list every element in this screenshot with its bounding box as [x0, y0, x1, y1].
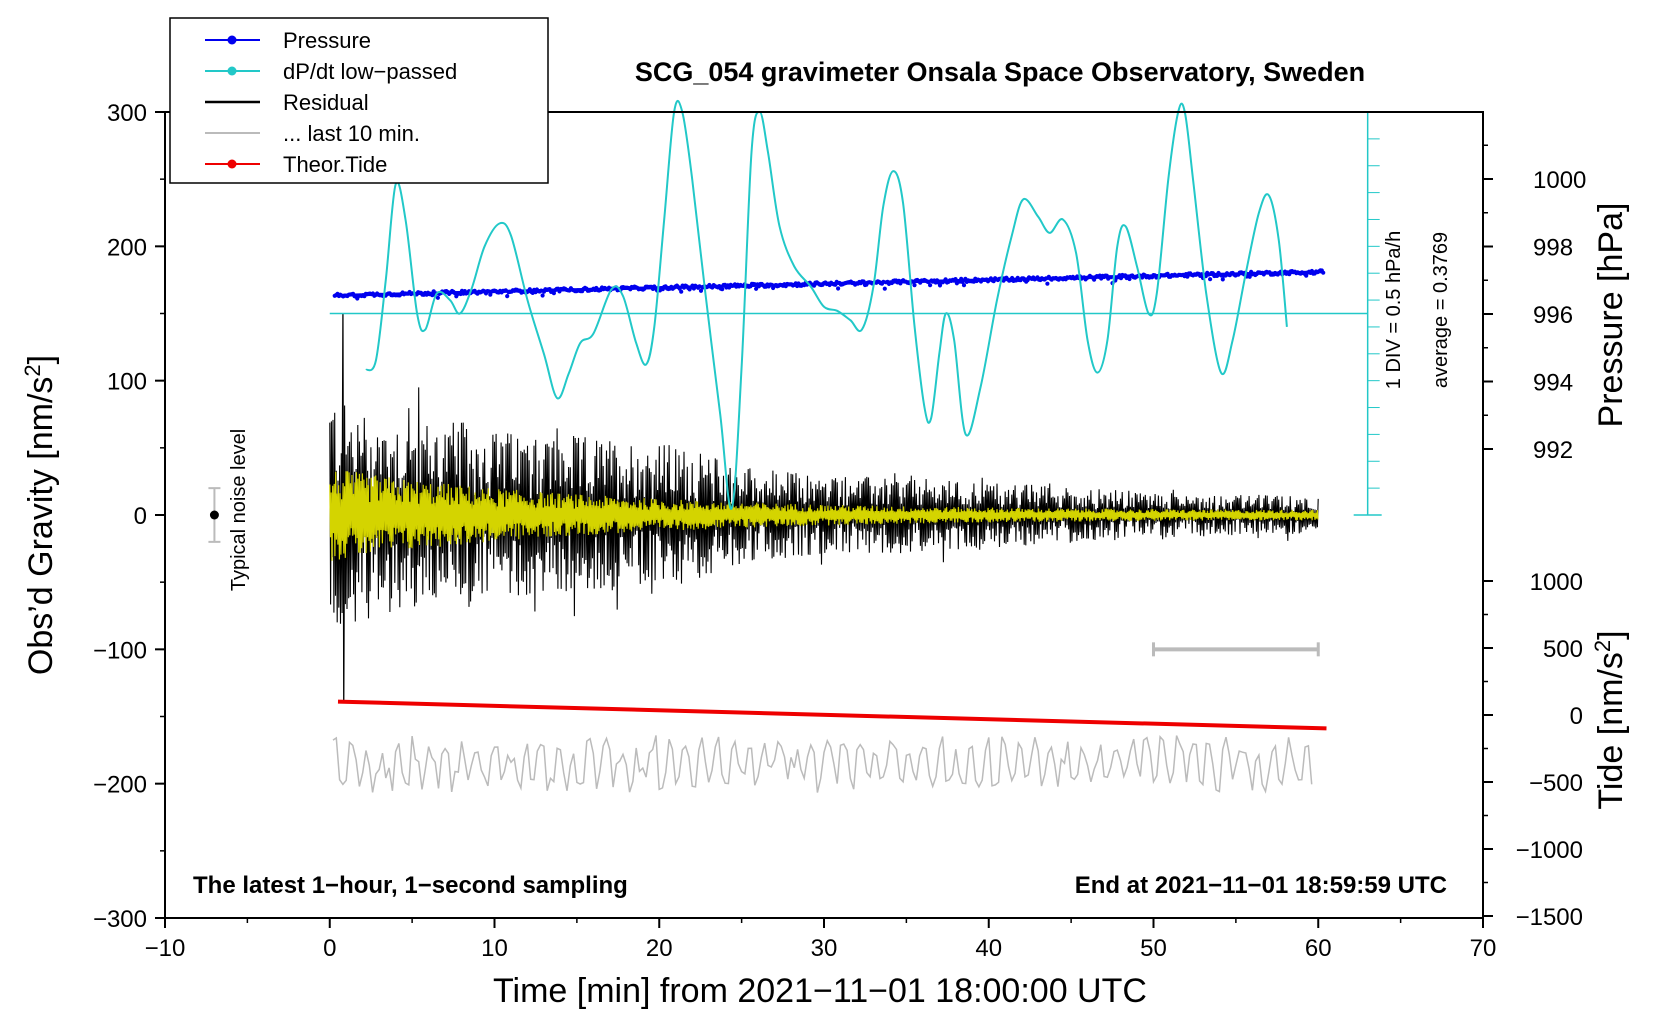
- y-tick-label: 100: [107, 369, 147, 396]
- legend-marker: [227, 66, 237, 76]
- x-tick-label: 10: [481, 935, 508, 962]
- last-10-min-series: [332, 735, 1313, 794]
- pressure-point: [754, 286, 759, 291]
- average-label: average = 0.3769: [1430, 232, 1452, 388]
- div-label: 1 DIV = 0.5 hPa/h: [1383, 231, 1405, 389]
- legend-marker: [227, 35, 237, 45]
- y-tick-label: 200: [107, 234, 147, 261]
- pressure-point: [435, 295, 440, 300]
- residual-series: [329, 387, 1319, 624]
- tide-tick-label: −1500: [1516, 904, 1583, 931]
- pressure-tick-label: 998: [1533, 235, 1573, 262]
- pressure-series: [332, 268, 1326, 301]
- note-bottom-right: End at 2021−11−01 18:59:59 UTC: [1075, 872, 1447, 899]
- pressure-point: [679, 289, 684, 294]
- legend-label: dP/dt low−passed: [283, 59, 457, 84]
- x-tick-label: 0: [323, 935, 336, 962]
- y-tick-label: 0: [134, 503, 147, 530]
- pressure-point: [698, 288, 704, 293]
- pressure-axis-title: Pressure [hPa]: [1592, 203, 1630, 428]
- tide-axis-title: Tide [nm/s2]: [1590, 630, 1630, 809]
- yellow-series: [329, 471, 1319, 561]
- chart-title: SCG_054 gravimeter Onsala Space Observat…: [635, 57, 1365, 87]
- tide-tick-label: −1000: [1516, 837, 1583, 864]
- pressure-tick-label: 996: [1533, 302, 1573, 329]
- note-bottom-left: The latest 1−hour, 1−second sampling: [193, 872, 628, 899]
- tide-tick-label: 0: [1570, 703, 1583, 730]
- legend-box: [169, 17, 549, 184]
- pressure-point: [1247, 274, 1252, 279]
- x-tick-label: 20: [646, 935, 673, 962]
- pressure-point: [1208, 277, 1213, 282]
- legend-label: ... last 10 min.: [283, 121, 420, 146]
- y-axis-title: Obs’d Gravity [nm/s2]: [20, 355, 60, 675]
- noise-bar-dot: [209, 510, 219, 520]
- x-tick-label: 40: [975, 935, 1002, 962]
- axes-layer: −10 0 10 20 30 40 50 60 70−300−200−1000100200300…: [20, 100, 1630, 962]
- pressure-point: [488, 292, 493, 297]
- dpdt-series: [365, 100, 1288, 510]
- x-tick-label: 60: [1305, 935, 1332, 962]
- legend: Pressure dP/dt low−passed Residual ... last…: [169, 17, 549, 184]
- tide-tick-label: 500: [1543, 636, 1583, 663]
- pressure-point: [836, 286, 841, 291]
- tide-tick-label: 1000: [1530, 569, 1583, 596]
- x-tick-label: 70: [1470, 935, 1497, 962]
- pressure-point: [961, 283, 967, 288]
- y-tick-label: −200: [93, 772, 147, 799]
- pressure-point: [928, 283, 933, 288]
- pressure-point: [540, 293, 545, 298]
- pressure-tick-label: 992: [1533, 437, 1573, 464]
- pressure-tick-label: 994: [1533, 370, 1573, 397]
- legend-marker: [227, 159, 237, 169]
- pressure-tick-label: 1000: [1533, 167, 1586, 194]
- y-tick-label: −100: [93, 637, 147, 664]
- plot-layer: [208, 100, 1382, 794]
- tide-tick-label: −500: [1529, 770, 1583, 797]
- y-tick-label: −300: [93, 906, 147, 933]
- legend-label: Theor.Tide: [283, 152, 387, 177]
- text-layer: SCG_054 gravimeter Onsala Space Observat…: [193, 57, 1452, 1010]
- x-tick-label: −10: [145, 935, 186, 962]
- y-tick-label: 300: [107, 100, 147, 127]
- x-axis-title: Time [min] from 2021−11−01 18:00:00 UTC: [493, 972, 1147, 1010]
- pressure-point: [882, 286, 887, 291]
- pressure-point: [551, 291, 557, 296]
- pressure-point: [505, 294, 510, 299]
- pressure-point: [1220, 277, 1225, 282]
- tide-series: [337, 699, 1327, 731]
- pressure-point: [1045, 281, 1050, 286]
- legend-label: Residual: [283, 90, 369, 115]
- legend-label: Pressure: [283, 28, 371, 53]
- x-tick-label: 30: [811, 935, 838, 962]
- x-tick-label: 50: [1140, 935, 1167, 962]
- pressure-point: [720, 287, 725, 292]
- pressure-point: [912, 283, 917, 288]
- noise-label: Typical noise level: [228, 429, 250, 591]
